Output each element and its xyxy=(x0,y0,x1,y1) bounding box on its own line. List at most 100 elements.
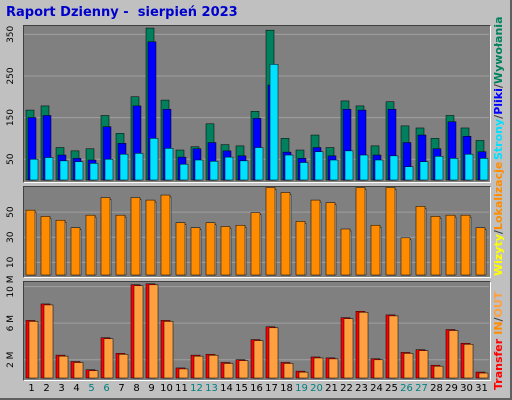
bar-transfer-out xyxy=(478,372,489,379)
legend-files: Pliki xyxy=(492,88,505,115)
bar-sites xyxy=(25,209,36,276)
bar-sites xyxy=(370,224,381,276)
bar-pages xyxy=(44,157,54,181)
x-tick-label: 21 xyxy=(325,383,338,394)
bar-transfer-out xyxy=(208,354,219,379)
y-tick-label: 50 xyxy=(6,153,16,165)
x-tick-label: 18 xyxy=(280,383,293,394)
x-tick-label: 17 xyxy=(265,383,278,394)
bar-sites xyxy=(430,216,441,276)
bar-transfer-out xyxy=(433,365,444,379)
bar-pages xyxy=(74,161,84,181)
bar-transfer-out xyxy=(448,330,459,379)
bar-sites xyxy=(205,222,216,276)
x-tick-label: 6 xyxy=(103,383,109,394)
bar-pages xyxy=(389,155,399,181)
x-tick-label: 7 xyxy=(118,383,124,394)
report-title: Raport Dzienny - sierpień 2023 xyxy=(6,5,238,20)
bar-transfer-out xyxy=(163,321,174,379)
bar-pages xyxy=(239,160,249,181)
bar-transfer-out xyxy=(88,370,99,379)
y-tick-label: 50 xyxy=(6,206,16,218)
legend-bottom: Transfer/IN/OUT xyxy=(492,292,505,390)
bar-pages xyxy=(224,156,234,181)
legend-sep-1: / xyxy=(492,114,505,119)
bar-transfer-out xyxy=(298,371,309,379)
bar-transfer-out xyxy=(238,360,249,379)
bar-pages xyxy=(134,153,144,181)
bar-transfer-out xyxy=(418,350,429,379)
bar-pages xyxy=(149,138,159,181)
bar-sites xyxy=(130,197,141,276)
y-tick-label: 350 xyxy=(6,25,16,42)
x-tick-label: 3 xyxy=(58,383,64,394)
legend-top: Strony/Pliki/Wywołania xyxy=(492,17,505,161)
bar-sites xyxy=(325,202,336,276)
bar-sites xyxy=(100,197,111,276)
x-tick-label: 2 xyxy=(43,383,49,394)
bar-sites xyxy=(385,187,396,276)
bar-sites xyxy=(70,227,81,276)
bar-pages xyxy=(104,158,114,181)
bar-sites xyxy=(460,214,471,276)
legend-sep-2: / xyxy=(492,84,505,89)
x-tick-label: 1 xyxy=(28,383,34,394)
bar-transfer-out xyxy=(343,318,354,379)
bar-pages xyxy=(119,153,129,181)
y-tick-label: 150 xyxy=(6,109,16,126)
bar-sites xyxy=(475,227,486,276)
x-tick-label: 4 xyxy=(73,383,79,394)
bar-pages xyxy=(164,148,174,181)
bar-transfer-out xyxy=(223,363,234,379)
legend-out: OUT xyxy=(492,291,505,318)
bar-pages xyxy=(374,159,384,181)
bar-transfer-out xyxy=(148,284,159,379)
bar-pages xyxy=(269,64,279,181)
y-tick-label: 30 xyxy=(6,231,16,243)
legend-sep-4: / xyxy=(492,334,505,339)
bar-sites xyxy=(400,237,411,276)
y-tick-label: 6 M xyxy=(6,315,16,331)
bar-transfer-out xyxy=(28,321,39,379)
bar-sites xyxy=(220,226,231,276)
x-tick-label: 5 xyxy=(88,383,94,394)
legend-sites: Lokalizacje xyxy=(492,161,505,231)
y-tick-label: 2 M xyxy=(6,352,16,368)
x-tick-label: 24 xyxy=(370,383,383,394)
bar-sites xyxy=(445,214,456,276)
bar-transfer-out xyxy=(388,315,399,379)
legend-transfer: Transfer xyxy=(492,338,505,390)
bar-sites xyxy=(310,199,321,276)
x-tick-label: 28 xyxy=(430,383,443,394)
bar-pages xyxy=(209,161,219,181)
x-tick-label: 10 xyxy=(160,383,173,394)
bar-transfer-out xyxy=(73,362,84,379)
bar-sites xyxy=(235,224,246,276)
legend-sep-5: / xyxy=(492,317,505,322)
bar-pages xyxy=(329,159,339,181)
bar-sites xyxy=(145,199,156,276)
bar-pages xyxy=(29,158,39,181)
x-tick-label: 14 xyxy=(220,383,233,394)
bar-sites xyxy=(280,192,291,276)
x-tick-label: 30 xyxy=(460,383,473,394)
bar-sites xyxy=(160,194,171,276)
bar-pages xyxy=(449,158,459,181)
bar-transfer-out xyxy=(358,312,369,379)
bar-pages xyxy=(194,159,204,181)
bar-sites xyxy=(190,227,201,276)
x-tick-label: 31 xyxy=(475,383,488,394)
bar-sites xyxy=(175,222,186,276)
x-tick-label: 15 xyxy=(235,383,248,394)
y-tick-label: 250 xyxy=(6,67,16,84)
bar-pages xyxy=(179,163,189,181)
bar-transfer-out xyxy=(253,340,264,379)
bar-sites xyxy=(40,216,51,276)
bar-transfer-out xyxy=(328,358,339,379)
bar-pages xyxy=(284,154,294,181)
x-tick-label: 12 xyxy=(190,383,203,394)
legend-hits: Wywołania xyxy=(492,16,505,85)
x-tick-label: 23 xyxy=(355,383,368,394)
